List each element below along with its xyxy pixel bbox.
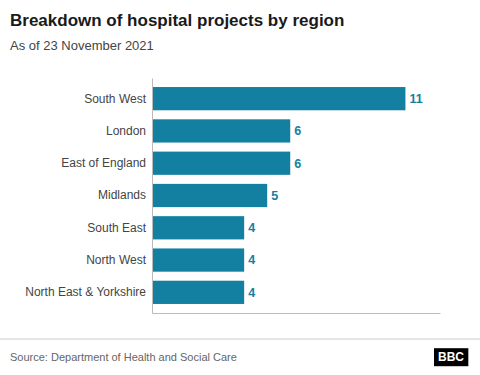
- y-tick: North West: [86, 253, 146, 267]
- bars: [152, 87, 405, 304]
- bar: [152, 281, 244, 304]
- y-tick-label: South East: [87, 221, 146, 235]
- footer-rule: [0, 339, 480, 340]
- y-tick-label: London: [106, 124, 146, 138]
- y-tick-label: East of England: [61, 156, 146, 170]
- y-tick-label: Midlands: [98, 188, 146, 202]
- y-tick-label: North West: [86, 253, 146, 267]
- plot: 4 4 4 5 6 6 11 North East & Yorkshire North West…: [25, 79, 440, 314]
- chart: Breakdown of hospital projects by region…: [0, 0, 480, 375]
- bar: [152, 216, 244, 239]
- y-tick: South East: [87, 221, 146, 235]
- x-axis-line: [153, 313, 441, 314]
- data-labels: 4 4 4 5 6 6 11: [248, 92, 423, 300]
- data-label: 5: [271, 189, 278, 203]
- y-tick: South West: [84, 91, 146, 105]
- bar: [152, 152, 290, 175]
- data-label: 4: [248, 253, 255, 267]
- data-label: 4: [248, 286, 255, 300]
- logo-box: [434, 348, 468, 366]
- y-tick: Midlands: [98, 188, 146, 202]
- y-tick-label: North East & Yorkshire: [25, 285, 146, 299]
- x-axis: [153, 313, 441, 314]
- y-tick: East of England: [61, 156, 146, 170]
- y-tick: London: [106, 124, 146, 138]
- bar: [152, 119, 290, 142]
- logo-text: BBC: [438, 350, 464, 364]
- bar: [152, 184, 267, 207]
- y-axis: North East & Yorkshire North West South Ea…: [25, 79, 152, 314]
- bar: [152, 248, 244, 271]
- title: Breakdown of hospital projects by region: [10, 11, 344, 30]
- y-axis-line: [152, 79, 153, 314]
- data-label: 4: [248, 221, 255, 235]
- bar: [152, 87, 405, 110]
- source: Source: Department of Health and Social …: [10, 351, 237, 363]
- y-tick: North East & Yorkshire: [25, 285, 146, 299]
- logo: BBC: [434, 348, 468, 366]
- data-label: 6: [294, 157, 301, 171]
- data-label: 11: [409, 92, 422, 106]
- y-tick-label: South West: [84, 91, 146, 105]
- subtitle: As of 23 November 2021: [10, 38, 154, 53]
- data-label: 6: [294, 124, 301, 138]
